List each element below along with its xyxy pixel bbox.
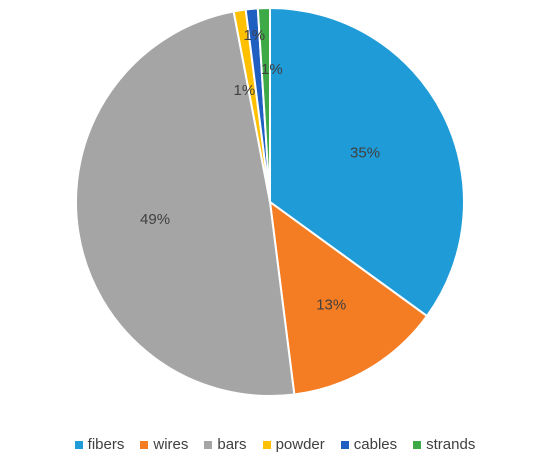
data-label-strands: 1% xyxy=(261,61,283,78)
data-label-fibers: 35% xyxy=(350,145,380,162)
legend-item-strands: strands xyxy=(413,436,475,453)
pie-slices xyxy=(75,6,465,397)
legend-item-fibers: fibers xyxy=(74,436,125,453)
legend-label-cables: cables xyxy=(353,436,398,453)
data-label-bars: 49% xyxy=(140,211,170,228)
pie-slice-fibers xyxy=(269,6,465,318)
legend-item-wires: wires xyxy=(140,436,188,453)
legend-swatch-powder xyxy=(262,440,271,449)
data-label-cables: 1% xyxy=(243,27,265,44)
legend-label-powder: powder xyxy=(275,436,325,453)
legend-item-cables: cables xyxy=(340,436,398,453)
pie-slice-wires xyxy=(268,199,429,396)
legend-item-powder: powder xyxy=(262,436,325,453)
legend-swatch-wires xyxy=(140,440,149,449)
legend-label-fibers: fibers xyxy=(87,436,125,453)
legend-swatch-cables xyxy=(340,440,349,449)
legend-swatch-fibers xyxy=(74,440,83,449)
legend-label-strands: strands xyxy=(426,436,476,453)
data-label-wires: 13% xyxy=(316,296,346,313)
legend: fibers wires bars powder cables strands xyxy=(0,436,550,453)
legend-swatch-bars xyxy=(204,440,213,449)
data-label-powder: 1% xyxy=(234,82,256,99)
pie-slice-bars xyxy=(75,10,296,397)
legend-item-bars: bars xyxy=(204,436,247,453)
legend-swatch-strands xyxy=(413,440,422,449)
legend-label-bars: bars xyxy=(217,436,247,453)
pie-data-labels: 35% 13% 49% 1% 1% 1% xyxy=(140,27,380,314)
pie-slice-strands xyxy=(256,6,271,203)
legend-label-wires: wires xyxy=(153,436,189,453)
